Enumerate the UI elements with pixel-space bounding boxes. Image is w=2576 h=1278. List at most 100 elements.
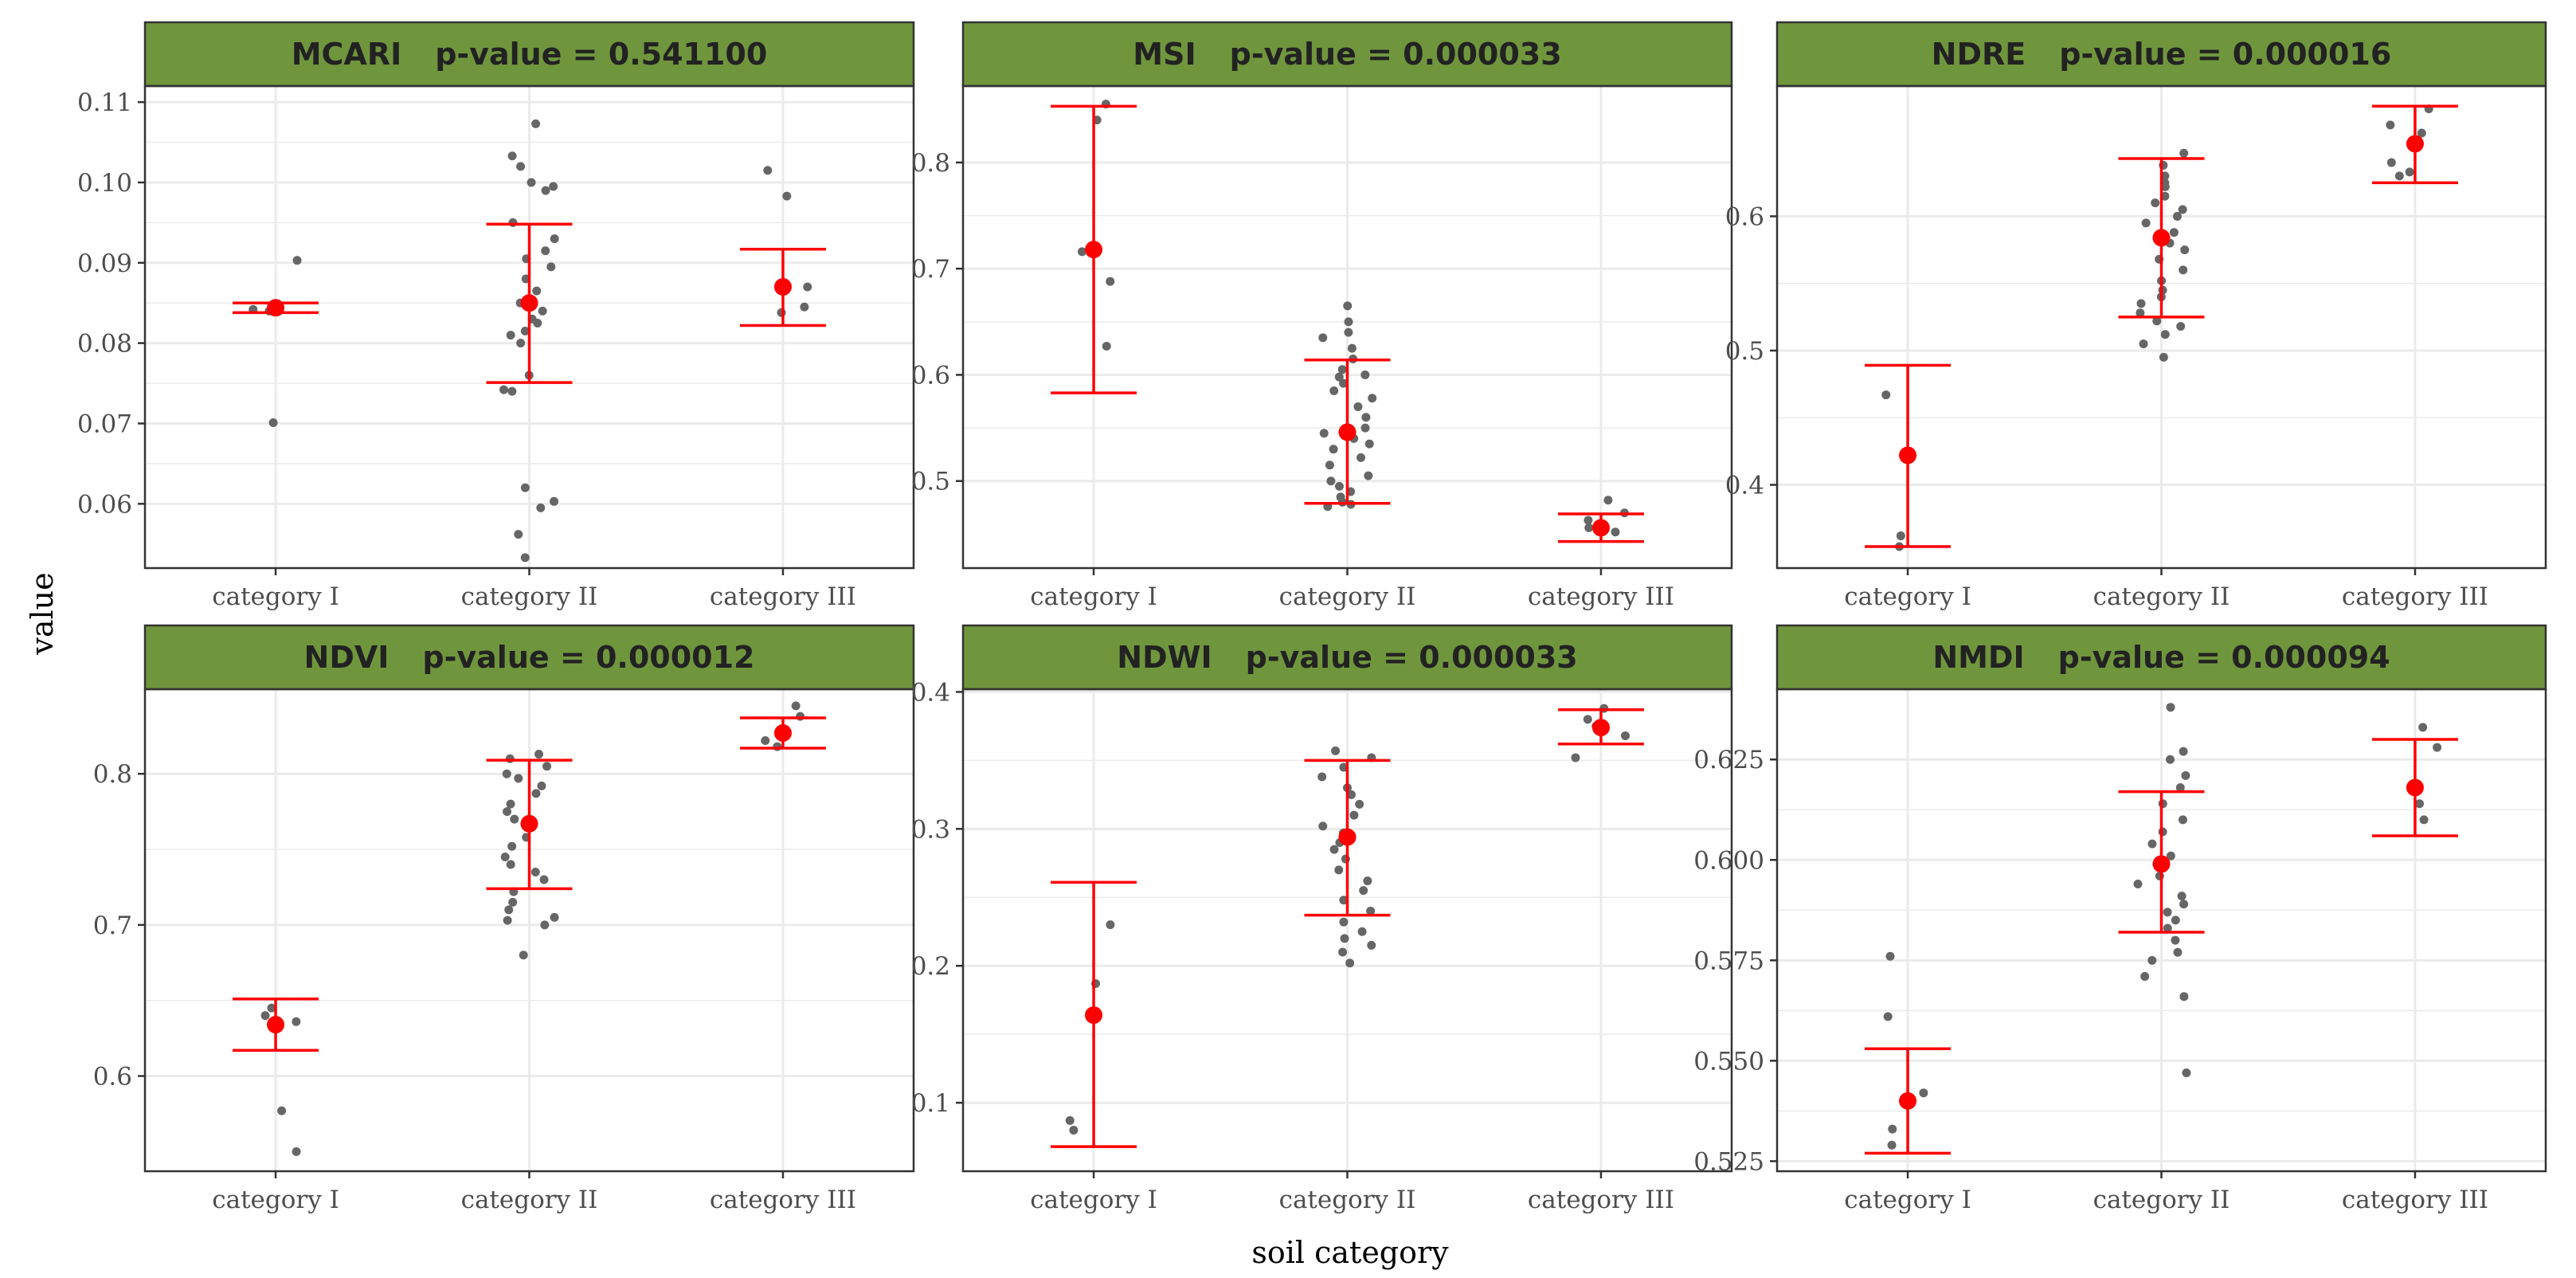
- strip-title: MCARI p-value = 0.541100: [292, 37, 768, 72]
- data-point: [2171, 915, 2180, 925]
- mean-point: [1591, 719, 1610, 737]
- data-point: [1583, 715, 1592, 724]
- strip-index-name: NDVI: [304, 640, 390, 675]
- strip-index-name: NMDI: [1932, 640, 2024, 675]
- data-point: [520, 553, 530, 563]
- data-point: [1355, 799, 1364, 809]
- strip-background: [143, 624, 915, 691]
- x-tick-label: category I: [1844, 1186, 1971, 1214]
- data-point: [1346, 790, 1356, 799]
- data-point: [532, 286, 542, 296]
- data-point: [1349, 810, 1359, 820]
- data-point: [2386, 158, 2396, 167]
- data-point: [1345, 958, 1355, 968]
- panel-nmdi: NMDI p-value = 0.000094 0.525 0.550 0.575 0.6…: [1693, 624, 2547, 1214]
- data-point: [2417, 128, 2426, 138]
- data-point: [2152, 316, 2162, 326]
- mean-point: [1085, 1006, 1103, 1025]
- data-point: [2433, 743, 2442, 752]
- data-point: [292, 256, 302, 265]
- data-point: [520, 327, 530, 336]
- data-point: [1317, 772, 1327, 782]
- y-tick-label: 0.7: [93, 911, 132, 940]
- data-point: [1344, 327, 1353, 337]
- data-point: [1584, 516, 1593, 525]
- data-point: [1106, 276, 1115, 286]
- data-point: [1318, 821, 1328, 831]
- mean-point: [1899, 1092, 1917, 1110]
- mean-point: [773, 278, 792, 296]
- data-point: [1339, 917, 1349, 927]
- data-point: [2136, 299, 2146, 308]
- data-point: [1885, 951, 1895, 961]
- data-point: [1325, 461, 1334, 470]
- data-point: [2173, 947, 2183, 957]
- data-point: [2163, 908, 2172, 917]
- data-point: [1881, 390, 1891, 400]
- x-tick-label: category III: [710, 582, 856, 611]
- data-point: [2141, 218, 2151, 228]
- y-tick-label: 0.7: [911, 255, 950, 284]
- data-point: [2179, 148, 2189, 158]
- data-point: [1338, 947, 1348, 957]
- data-point: [538, 306, 547, 316]
- data-point: [277, 1106, 287, 1115]
- data-point: [516, 162, 526, 171]
- y-tick-label: 0.625: [1693, 746, 1764, 774]
- strip-title: NMDI p-value = 0.000094: [1932, 640, 2390, 675]
- error-bar-category-i: [233, 299, 319, 317]
- data-point: [2419, 815, 2429, 825]
- mean-point: [1338, 828, 1357, 846]
- mean-point: [2406, 135, 2424, 153]
- y-tick-label: 0.10: [77, 169, 132, 198]
- data-point: [2175, 783, 2185, 793]
- y-tick-label: 0.4: [911, 678, 950, 707]
- data-point: [1368, 394, 1377, 403]
- data-point: [1364, 439, 1374, 449]
- error-bar-category-i: [1865, 1047, 1952, 1155]
- y-tick-label: 0.8: [93, 760, 132, 789]
- x-tick-label: category I: [212, 582, 339, 611]
- data-point: [520, 483, 530, 492]
- data-point: [1334, 372, 1344, 382]
- data-point: [1367, 940, 1376, 950]
- y-tick-label: 0.1: [911, 1089, 950, 1118]
- data-point: [1359, 886, 1368, 896]
- strip-index-name: NDWI: [1117, 640, 1212, 675]
- x-tick-label: category II: [2093, 582, 2230, 611]
- data-point: [2394, 171, 2404, 181]
- data-point: [500, 853, 510, 862]
- data-point: [1102, 341, 1111, 351]
- x-tick-label: category II: [461, 582, 598, 611]
- y-axis-title: value: [25, 572, 60, 655]
- error-bar-category-ii: [1304, 359, 1391, 505]
- data-point: [510, 814, 519, 824]
- strip-pvalue: p-value = 0.000033: [1246, 640, 1578, 675]
- data-point: [803, 282, 812, 292]
- data-point: [2171, 935, 2180, 945]
- mean-point: [1085, 241, 1103, 259]
- data-point: [1334, 865, 1344, 875]
- data-point: [506, 331, 515, 340]
- x-tick-label: category I: [1030, 582, 1157, 611]
- mean-point: [1338, 423, 1357, 441]
- data-point: [1883, 1012, 1893, 1021]
- data-point: [1065, 1115, 1075, 1125]
- data-point: [1364, 471, 1373, 480]
- data-point: [2160, 182, 2170, 191]
- y-tick-label: 0.6: [93, 1063, 132, 1092]
- error-bar-category-iii: [739, 716, 826, 750]
- data-point: [1329, 445, 1338, 454]
- data-point: [549, 182, 558, 191]
- data-point: [1361, 413, 1371, 422]
- error-bar-category-iii: [2371, 104, 2458, 185]
- panel-ndwi: NDWI p-value = 0.000033 0.1 0.2 0.3 0.4 catego…: [911, 624, 1733, 1214]
- strip-background: [961, 624, 1733, 691]
- data-point: [1887, 1140, 1897, 1150]
- data-point: [1603, 496, 1613, 505]
- data-point: [530, 867, 540, 876]
- x-tick-label: category III: [1528, 1186, 1674, 1214]
- data-point: [796, 712, 805, 721]
- error-bar-category-ii: [2118, 790, 2205, 934]
